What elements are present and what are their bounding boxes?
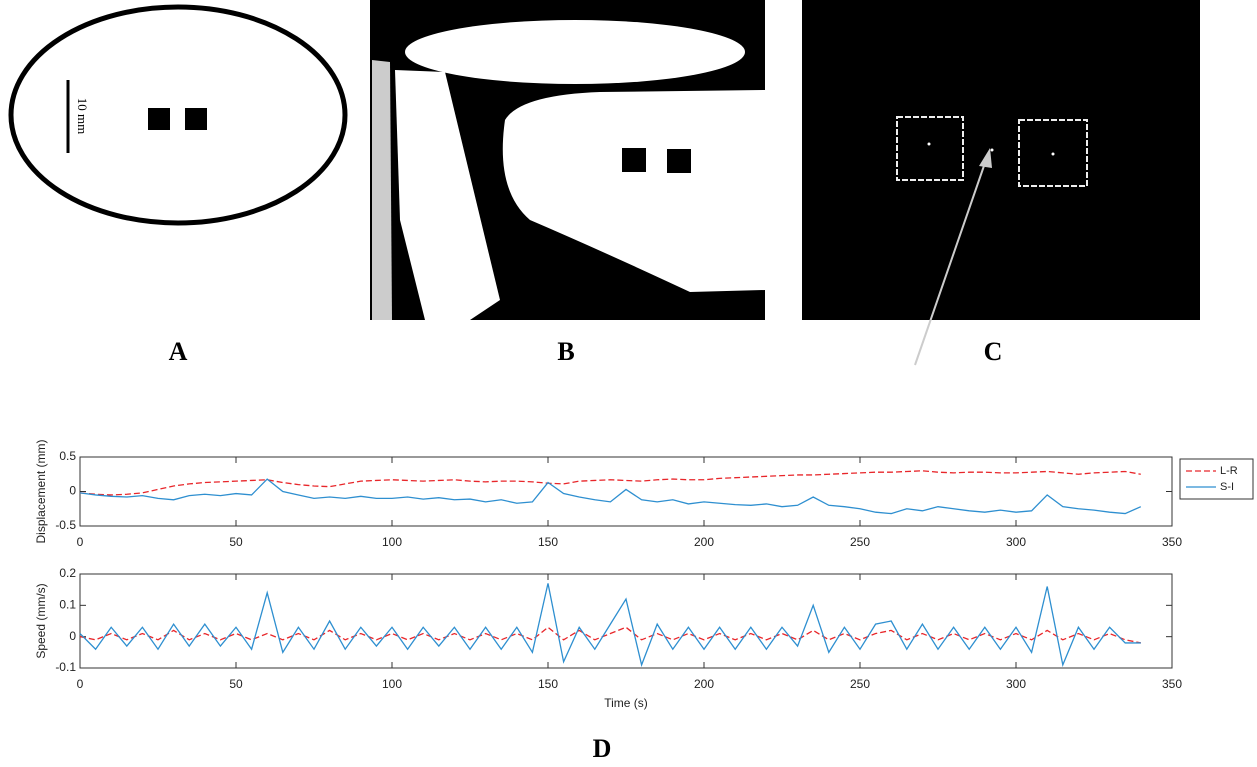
scale-label: 10 mm (75, 98, 90, 134)
legend-label: L-R (1220, 465, 1238, 477)
image-region (405, 20, 745, 84)
y-axis-label: Speed (mm/s) (34, 583, 48, 658)
y-axis-label: Displacement (mm) (34, 439, 48, 543)
panel-label: B (557, 337, 574, 366)
legend-label: S-I (1220, 481, 1234, 493)
x-tick-label: 250 (850, 677, 870, 691)
image-region (372, 60, 392, 320)
centroid (1052, 153, 1055, 156)
figure: 10 mm A B C D 050100150200250300350-0.50… (0, 0, 1257, 767)
y-tick-label: 0.2 (59, 566, 76, 580)
marker (667, 149, 691, 173)
x-tick-label: 350 (1162, 535, 1182, 549)
x-tick-label: 350 (1162, 677, 1182, 691)
panel-b (370, 0, 765, 320)
marker (148, 108, 170, 130)
x-tick-label: 300 (1006, 677, 1026, 691)
panel-label: D (593, 734, 612, 763)
x-tick-label: 200 (694, 677, 714, 691)
panel-c (802, 0, 1200, 365)
x-tick-label: 200 (694, 535, 714, 549)
phantom-outline (11, 7, 345, 223)
x-tick-label: 50 (229, 677, 243, 691)
edge-image (802, 0, 1200, 320)
marker (622, 148, 646, 172)
y-tick-label: 0.5 (59, 449, 76, 463)
x-tick-label: 150 (538, 677, 558, 691)
x-tick-label: 100 (382, 535, 402, 549)
x-tick-label: 0 (77, 677, 84, 691)
y-tick-label: 0.1 (59, 598, 76, 612)
centroid (928, 143, 931, 146)
y-tick-label: 0 (69, 484, 76, 498)
marker (185, 108, 207, 130)
x-tick-label: 0 (77, 535, 84, 549)
y-tick-label: -0.1 (55, 660, 76, 674)
x-tick-label: 250 (850, 535, 870, 549)
x-tick-label: 300 (1006, 535, 1026, 549)
x-tick-label: 100 (382, 677, 402, 691)
panel-label: A (169, 337, 188, 366)
panel-label: C (984, 337, 1003, 366)
legend-box (1180, 459, 1253, 499)
centroid (991, 149, 994, 152)
x-tick-label: 150 (538, 535, 558, 549)
plot-area (80, 574, 1172, 668)
y-tick-label: -0.5 (55, 518, 76, 532)
y-tick-label: 0 (69, 629, 76, 643)
x-tick-label: 50 (229, 535, 243, 549)
x-axis-label: Time (s) (604, 696, 648, 710)
panel-a: 10 mm (11, 7, 345, 223)
plot-area (80, 457, 1172, 526)
